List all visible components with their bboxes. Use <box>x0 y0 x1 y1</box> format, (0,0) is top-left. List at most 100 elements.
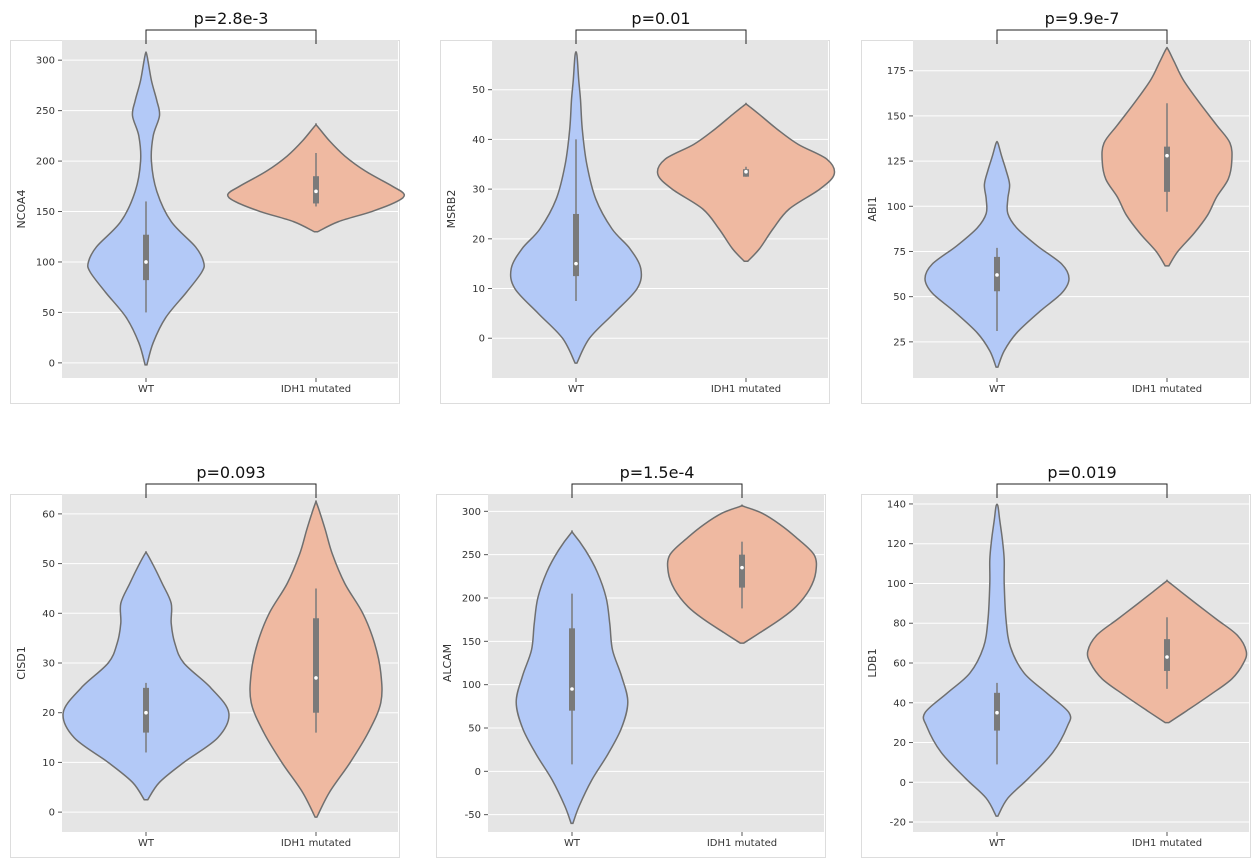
median-point <box>995 710 999 715</box>
p-value-label: p=9.9e-7 <box>1045 9 1120 28</box>
median-point <box>314 189 318 194</box>
y-tick-label: 30 <box>472 185 485 196</box>
median-point <box>144 710 148 715</box>
y-tick-label: 20 <box>893 738 906 749</box>
p-value-label: p=0.093 <box>196 463 265 482</box>
y-tick-label: 20 <box>472 234 485 245</box>
violin-svg: -50 0 50 100 150 200 250 300 ALCAM WT IDH1 mutated… <box>436 463 826 858</box>
y-tick-label: 200 <box>462 594 481 605</box>
violin-panel-ldb1: -20 0 20 40 60 80 100 120 140 LDB1 WT IDH1 mutated p… <box>861 454 1251 858</box>
y-tick-label: 125 <box>887 157 906 168</box>
median-point <box>570 687 574 691</box>
iqr-box <box>143 234 149 281</box>
x-tick-label: IDH1 mutated <box>707 838 777 849</box>
y-tick-label: 75 <box>893 247 906 258</box>
violin-svg: 25 50 75 100 125 150 175 ABI1 WT IDH1 mutated p=9.… <box>861 9 1251 404</box>
y-tick-label: -20 <box>890 818 906 829</box>
significance-bracket <box>996 29 1168 44</box>
violin-svg: 0 10 20 30 40 50 60 CISD1 WT IDH1 mutated p=0.093 <box>10 463 400 858</box>
p-value-label: p=2.8e-3 <box>194 9 269 28</box>
iqr-box <box>739 554 745 588</box>
y-tick-label: 20 <box>42 708 55 719</box>
violin-panel-alcam: -50 0 50 100 150 200 250 300 ALCAM WT IDH1 mutated… <box>436 454 826 858</box>
y-axis-label: MSRB2 <box>445 190 458 229</box>
median-point <box>744 169 748 174</box>
median-point <box>144 260 148 264</box>
y-axis-label: ALCAM <box>441 644 454 682</box>
y-tick-label: 10 <box>42 758 55 769</box>
y-tick-label: 10 <box>472 284 485 295</box>
y-tick-label: 100 <box>887 579 906 590</box>
y-tick-label: 0 <box>49 808 55 819</box>
y-tick-label: 50 <box>893 292 906 303</box>
y-tick-label: -50 <box>465 810 481 821</box>
x-tick-label: WT <box>138 384 155 395</box>
x-tick-label: IDH1 mutated <box>1132 384 1202 395</box>
y-tick-label: 150 <box>887 111 906 122</box>
x-tick-label: WT <box>568 384 585 395</box>
significance-bracket <box>145 483 317 498</box>
iqr-box <box>573 213 579 277</box>
y-tick-label: 60 <box>893 659 906 670</box>
violin-svg: 0 50 100 150 200 250 300 NCOA4 WT IDH1 mutated p=2… <box>10 9 406 404</box>
violin-idh1-mutated <box>656 102 836 262</box>
iqr-box <box>143 687 149 733</box>
p-value-label: p=0.01 <box>631 9 690 28</box>
y-tick-label: 40 <box>893 698 906 709</box>
iqr-box <box>1164 146 1170 192</box>
x-tick-label: WT <box>989 384 1006 395</box>
x-tick-label: IDH1 mutated <box>281 384 351 395</box>
median-point <box>1165 153 1169 158</box>
y-tick-label: 300 <box>462 507 481 518</box>
p-value-label: p=0.019 <box>1047 463 1116 482</box>
iqr-box <box>313 618 319 713</box>
y-tick-label: 250 <box>36 106 55 117</box>
y-tick-label: 300 <box>36 56 55 67</box>
median-point <box>574 261 578 266</box>
y-tick-label: 0 <box>900 778 906 789</box>
y-tick-label: 200 <box>36 157 55 168</box>
y-axis-label: CISD1 <box>15 646 28 679</box>
violin-wt <box>62 551 230 801</box>
x-tick-label: WT <box>989 838 1006 849</box>
y-tick-label: 50 <box>42 308 55 319</box>
y-tick-label: 150 <box>462 637 481 648</box>
y-tick-label: 50 <box>468 724 481 735</box>
y-tick-label: 100 <box>887 202 906 213</box>
x-tick-label: IDH1 mutated <box>281 838 351 849</box>
y-tick-label: 50 <box>472 85 485 96</box>
violin-panel-ncoa4: 0 50 100 150 200 250 300 NCOA4 WT IDH1 mutated p=2… <box>10 0 406 404</box>
violin-svg: -20 0 20 40 60 80 100 120 140 LDB1 WT IDH1 mutated p… <box>861 463 1251 858</box>
y-tick-label: 25 <box>893 337 906 348</box>
y-tick-label: 150 <box>36 207 55 218</box>
median-point <box>740 565 744 570</box>
iqr-box <box>569 628 575 711</box>
median-point <box>995 273 999 277</box>
violin-wt <box>922 503 1072 817</box>
y-tick-label: 80 <box>893 619 906 630</box>
x-tick-label: IDH1 mutated <box>1132 838 1202 849</box>
y-tick-label: 100 <box>36 257 55 268</box>
y-tick-label: 120 <box>887 539 906 550</box>
y-tick-label: 140 <box>887 499 906 510</box>
y-tick-label: 0 <box>475 767 481 778</box>
significance-bracket <box>575 29 747 44</box>
median-point <box>314 676 318 680</box>
y-tick-label: 0 <box>49 358 55 369</box>
violin-svg: 0 10 20 30 40 50 MSRB2 WT IDH1 mutated p=0.01 <box>440 9 836 404</box>
y-tick-label: 250 <box>462 550 481 561</box>
y-tick-label: 50 <box>42 559 55 570</box>
iqr-box <box>1164 639 1170 671</box>
significance-bracket <box>996 483 1168 498</box>
p-value-label: p=1.5e-4 <box>620 463 695 482</box>
y-tick-label: 0 <box>479 334 485 345</box>
y-tick-label: 100 <box>462 680 481 691</box>
x-tick-label: WT <box>564 838 581 849</box>
violin-panel-cisd1: 0 10 20 30 40 50 60 CISD1 WT IDH1 mutated p=0.093 <box>10 454 400 858</box>
x-tick-label: IDH1 mutated <box>711 384 781 395</box>
y-tick-label: 40 <box>42 609 55 620</box>
y-tick-label: 60 <box>42 509 55 520</box>
y-tick-label: 30 <box>42 659 55 670</box>
y-tick-label: 40 <box>472 135 485 146</box>
violin-panel-abi1: 25 50 75 100 125 150 175 ABI1 WT IDH1 mutated p=9.… <box>861 0 1251 404</box>
